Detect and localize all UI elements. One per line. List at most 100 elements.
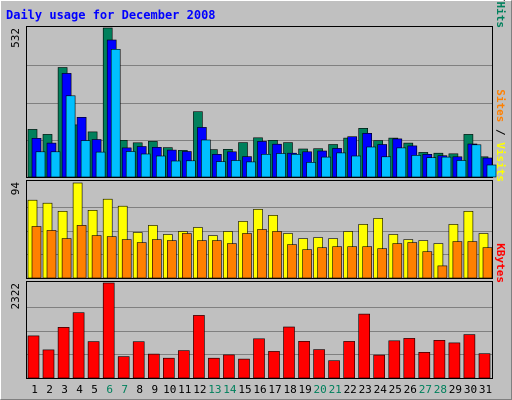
bar-kbytes-day-4	[72, 312, 85, 379]
x-tick-label-day-19: 19	[298, 383, 311, 396]
bar-pages-day-19	[306, 162, 316, 178]
bar-kbytes-day-13	[208, 357, 220, 379]
bar-pages-day-28	[441, 156, 452, 178]
bar-pages-day-27	[426, 157, 437, 178]
bar-sites-day-10	[167, 240, 177, 279]
bar-kbytes-day-9	[148, 353, 160, 379]
bar-kbytes-day-6	[102, 282, 115, 379]
panel-middle-max-label: 94	[9, 182, 22, 196]
bar-sites-day-13	[212, 240, 222, 279]
bar-sites-day-31	[482, 247, 493, 279]
bar-pages-day-24	[381, 156, 392, 178]
x-tick-label-day-11: 11	[178, 383, 191, 396]
bar-sites-day-7	[121, 239, 132, 279]
bar-kbytes-day-25	[388, 340, 401, 379]
bar-pages-day-21	[336, 152, 346, 178]
bar-sites-day-15	[242, 233, 252, 279]
panel-top: 532 Pages/Files/Hits	[9, 0, 507, 178]
panel-bottom-max-label: 2322	[9, 283, 22, 310]
x-tick-label-day-31: 31	[479, 383, 492, 396]
bar-pages-day-16	[261, 154, 271, 178]
bar-pages-day-31	[486, 164, 497, 178]
panel-top-legend: Pages/Files/Hits	[494, 0, 507, 28]
x-tick-label-day-21: 21	[329, 383, 342, 396]
bar-kbytes-day-12	[193, 315, 205, 379]
x-tick-label-day-23: 23	[359, 383, 372, 396]
bar-sites-day-4	[76, 225, 87, 279]
bar-kbytes-day-15	[238, 358, 250, 379]
bar-sites-day-24	[377, 248, 388, 279]
bar-sites-day-9	[152, 239, 162, 279]
bar-sites-day-11	[182, 233, 192, 279]
bar-pages-day-8	[140, 153, 151, 178]
x-tick-label-day-14: 14	[223, 383, 237, 396]
chart-title: Daily usage for December 2008	[6, 8, 216, 22]
panel-middle-legend: Sites / Visits	[494, 89, 507, 182]
bar-sites-day-6	[106, 236, 117, 279]
bar-kbytes-day-14	[223, 354, 235, 379]
bar-kbytes-day-17	[268, 351, 280, 379]
x-tick-label-day-22: 22	[344, 383, 357, 396]
bar-sites-day-17	[272, 231, 282, 279]
legend-entry: KBytes	[494, 243, 507, 283]
bar-pages-day-1	[35, 151, 46, 178]
bar-pages-day-14	[231, 160, 241, 178]
bar-kbytes-day-10	[163, 357, 175, 379]
bar-pages-day-18	[291, 154, 301, 178]
x-tick-label-day-15: 15	[238, 383, 251, 396]
bar-kbytes-day-31	[478, 353, 491, 379]
bar-kbytes-day-27	[418, 351, 431, 379]
x-tick-label-day-8: 8	[136, 383, 143, 396]
x-tick-label-day-30: 30	[464, 383, 477, 396]
x-tick-label-day-29: 29	[449, 383, 462, 396]
bar-sites-day-22	[347, 246, 358, 279]
legend-entry: /	[494, 122, 507, 142]
bar-sites-day-8	[136, 242, 147, 279]
x-tick-label-day-27: 27	[419, 383, 432, 396]
bar-kbytes-day-30	[463, 334, 476, 379]
bar-kbytes-day-26	[403, 338, 416, 379]
bar-sites-day-5	[91, 235, 102, 279]
bar-sites-day-25	[392, 243, 403, 279]
bar-sites-day-21	[332, 246, 342, 279]
panel-top-max-label: 532	[9, 28, 22, 48]
bar-sites-day-14	[227, 243, 237, 279]
bar-pages-day-7	[125, 151, 136, 178]
bar-pages-day-30	[471, 144, 482, 178]
bar-sites-day-12	[197, 240, 207, 279]
bar-pages-day-3	[65, 95, 76, 178]
x-tick-label-day-5: 5	[91, 383, 98, 396]
x-tick-label-day-6: 6	[106, 383, 113, 396]
x-tick-label-day-20: 20	[313, 383, 326, 396]
bar-pages-day-23	[366, 146, 377, 178]
x-tick-label-day-26: 26	[404, 383, 417, 396]
x-tick-label-day-1: 1	[31, 383, 38, 396]
bar-kbytes-day-8	[132, 341, 145, 379]
bar-pages-day-2	[50, 151, 61, 178]
bar-kbytes-day-18	[283, 326, 295, 379]
bar-pages-day-9	[156, 155, 166, 178]
bar-sites-day-30	[467, 241, 478, 279]
bar-pages-day-25	[396, 147, 407, 178]
bar-pages-day-20	[321, 156, 331, 178]
bar-kbytes-day-1	[27, 335, 40, 379]
x-tick-label-day-9: 9	[151, 383, 158, 396]
bar-kbytes-day-22	[343, 341, 356, 379]
bar-sites-day-3	[61, 238, 72, 279]
bar-kbytes-day-16	[253, 338, 265, 379]
x-tick-label-day-25: 25	[389, 383, 402, 396]
bar-pages-day-10	[171, 160, 181, 178]
chart-panels: 532 Pages/Files/Hits 94 Sites / Visits 2322 K…	[9, 0, 507, 396]
panel-middle: 94 Sites / Visits	[9, 89, 507, 279]
bar-sites-day-29	[452, 241, 463, 279]
bar-sites-day-28	[437, 265, 448, 279]
bar-sites-day-23	[362, 246, 373, 279]
bar-kbytes-day-2	[42, 349, 55, 379]
bar-kbytes-day-11	[178, 350, 190, 379]
x-tick-label-day-10: 10	[163, 383, 176, 396]
bar-kbytes-day-24	[373, 354, 386, 379]
bar-pages-day-4	[80, 140, 91, 178]
bar-kbytes-day-20	[313, 349, 325, 379]
bar-pages-day-22	[351, 155, 362, 178]
